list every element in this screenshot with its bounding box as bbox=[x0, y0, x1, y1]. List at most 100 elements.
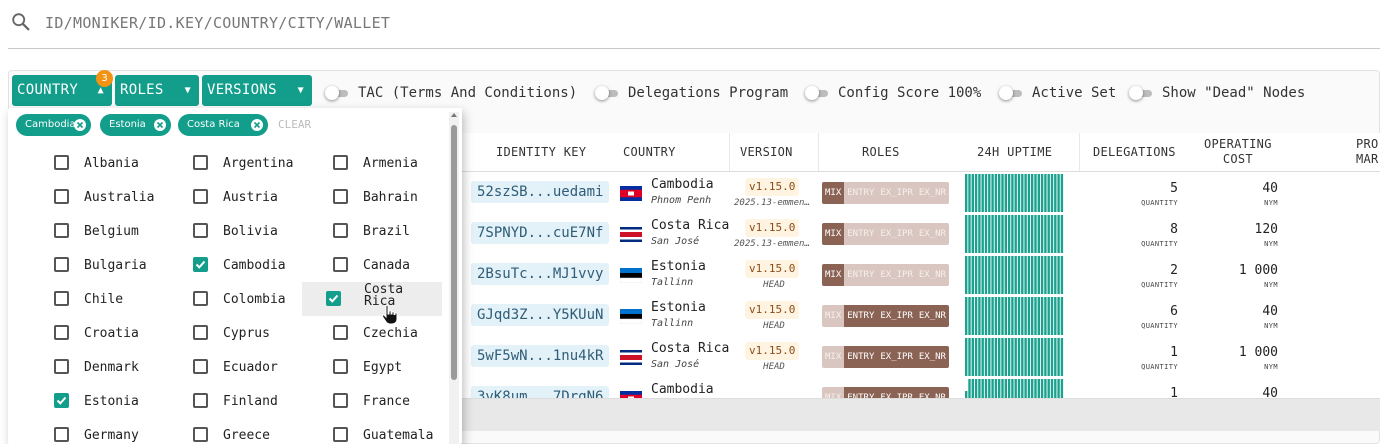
country-option-cyprus[interactable]: Cyprus bbox=[185, 316, 315, 350]
role-badge-ex_nr: EX_NR bbox=[915, 346, 949, 368]
country-filter-button[interactable]: COUNTRY ▲ bbox=[12, 75, 112, 106]
checkbox-icon[interactable] bbox=[333, 223, 348, 238]
identity-key[interactable]: 52szSB...uedami bbox=[471, 181, 610, 203]
horizontal-scrollbar[interactable] bbox=[462, 398, 1380, 431]
country-option-guatemala[interactable]: Guatemala bbox=[325, 418, 455, 444]
uptime-bar bbox=[1021, 379, 1024, 398]
checkbox-icon[interactable] bbox=[54, 427, 69, 442]
checkbox-icon[interactable] bbox=[54, 393, 69, 408]
checkbox-icon[interactable] bbox=[54, 155, 69, 170]
country-option-czechia[interactable]: Czechia bbox=[325, 316, 455, 350]
country-option-denmark[interactable]: Denmark bbox=[46, 350, 176, 384]
header-uptime[interactable]: 24H UPTIME bbox=[977, 144, 1053, 159]
checkbox-icon[interactable] bbox=[333, 257, 348, 272]
country-option-finland[interactable]: Finland bbox=[185, 384, 315, 418]
country-option-austria[interactable]: Austria bbox=[185, 180, 315, 214]
toggle-tac[interactable]: TAC (Terms And Conditions) bbox=[325, 84, 577, 102]
identity-key[interactable]: 2BsuTc...MJ1vvy bbox=[471, 263, 610, 285]
uptime-bar bbox=[1027, 297, 1031, 335]
dropdown-scrollbar-thumb[interactable] bbox=[451, 125, 457, 380]
checkbox-icon[interactable] bbox=[193, 325, 208, 340]
checkbox-icon[interactable] bbox=[333, 155, 348, 170]
option-label: Armenia bbox=[363, 156, 418, 171]
checkbox-icon[interactable] bbox=[54, 359, 69, 374]
checkbox-icon[interactable] bbox=[333, 189, 348, 204]
checkbox-icon[interactable] bbox=[333, 325, 348, 340]
country-option-albania[interactable]: Albania bbox=[46, 146, 176, 180]
city-name: San José bbox=[651, 236, 700, 247]
header-delegations[interactable]: DELEGATIONS bbox=[1079, 133, 1176, 171]
table-row[interactable]: 52szSB...uedami Cambodia Phnom Penh v1.15.0… bbox=[462, 173, 1380, 215]
close-circle-icon[interactable] bbox=[250, 118, 264, 132]
search-input[interactable] bbox=[43, 8, 947, 38]
checkbox-icon[interactable] bbox=[54, 223, 69, 238]
country-option-armenia[interactable]: Armenia bbox=[325, 146, 455, 180]
clear-button[interactable]: CLEAR bbox=[278, 118, 312, 131]
roles-filter-button[interactable]: ROLES ▼ bbox=[115, 75, 199, 106]
table-row[interactable]: GJqd3Z...Y5KUuN Estonia Tallinn v1.15.0 HEAD… bbox=[462, 296, 1380, 338]
checkbox-icon[interactable] bbox=[193, 393, 208, 408]
checkbox-icon[interactable] bbox=[54, 291, 69, 306]
uptime-bar bbox=[974, 297, 978, 335]
checkbox-icon[interactable] bbox=[54, 257, 69, 272]
checkbox-icon[interactable] bbox=[54, 189, 69, 204]
identity-key[interactable]: 5wF5wN...1nu4kR bbox=[471, 345, 610, 367]
country-option-bahrain[interactable]: Bahrain bbox=[325, 180, 455, 214]
country-option-chile[interactable]: Chile bbox=[46, 282, 176, 316]
checkbox-icon[interactable] bbox=[193, 427, 208, 442]
toggle-show-dead-nodes[interactable]: Show "Dead" Nodes bbox=[1129, 84, 1305, 102]
table-row[interactable]: 2BsuTc...MJ1vvy Estonia Tallinn v1.15.0 HEAD… bbox=[462, 255, 1380, 297]
identity-key[interactable]: 7SPNYD...cuE7Nf bbox=[471, 222, 610, 244]
checkbox-icon[interactable] bbox=[193, 223, 208, 238]
country-option-germany[interactable]: Germany bbox=[46, 418, 176, 444]
role-badge-mix: MIX bbox=[822, 346, 845, 368]
checkbox-icon[interactable] bbox=[193, 359, 208, 374]
checkbox-icon[interactable] bbox=[193, 155, 208, 170]
table-row[interactable]: 3vK8um...7DrqN6 Cambodia MIX ENTRY EX_IPR EX_… bbox=[462, 378, 1380, 398]
checkbox-icon[interactable] bbox=[326, 291, 341, 306]
country-option-belgium[interactable]: Belgium bbox=[46, 214, 176, 248]
checkbox-icon[interactable] bbox=[193, 257, 208, 272]
country-option-argentina[interactable]: Argentina bbox=[185, 146, 315, 180]
checkbox-icon[interactable] bbox=[333, 427, 348, 442]
toggle-config-score[interactable]: Config Score 100% bbox=[805, 84, 981, 102]
checkbox-icon[interactable] bbox=[193, 189, 208, 204]
table-row[interactable]: 7SPNYD...cuE7Nf Costa Rica San José v1.15.0… bbox=[462, 214, 1380, 256]
country-option-brazil[interactable]: Brazil bbox=[325, 214, 455, 248]
header-roles[interactable]: ROLES bbox=[818, 133, 900, 171]
header-profit-margin[interactable]: PRO MAR bbox=[1356, 133, 1379, 171]
country-option-ecuador[interactable]: Ecuador bbox=[185, 350, 315, 384]
country-option-france[interactable]: France bbox=[325, 384, 455, 418]
country-option-greece[interactable]: Greece bbox=[185, 418, 315, 444]
role-badge-entry: ENTRY bbox=[844, 346, 878, 368]
country-option-costa-rica[interactable]: Costa Rica bbox=[302, 282, 442, 316]
checkbox-icon[interactable] bbox=[54, 325, 69, 340]
checkbox-icon[interactable] bbox=[193, 291, 208, 306]
header-identity-key[interactable]: IDENTITY KEY bbox=[496, 144, 587, 159]
country-option-australia[interactable]: Australia bbox=[46, 180, 176, 214]
identity-key[interactable]: GJqd3Z...Y5KUuN bbox=[471, 304, 610, 326]
toggle-delegations-program[interactable]: Delegations Program bbox=[595, 84, 788, 102]
country-option-croatia[interactable]: Croatia bbox=[46, 316, 176, 350]
identity-key[interactable]: 3vK8um...7DrqN6 bbox=[471, 386, 610, 398]
country-option-bolivia[interactable]: Bolivia bbox=[185, 214, 315, 248]
country-option-cambodia[interactable]: Cambodia bbox=[185, 248, 315, 282]
header-version[interactable]: VERSION bbox=[729, 133, 793, 171]
uptime-bar bbox=[984, 174, 988, 212]
uptime-bar bbox=[981, 215, 984, 253]
checkbox-icon[interactable] bbox=[333, 359, 348, 374]
header-operating-cost[interactable]: OPERATING COST bbox=[1204, 133, 1272, 171]
country-option-bulgaria[interactable]: Bulgaria bbox=[46, 248, 176, 282]
country-option-colombia[interactable]: Colombia bbox=[185, 282, 315, 316]
scroll-up-arrow-icon[interactable] bbox=[451, 112, 457, 118]
header-country[interactable]: COUNTRY bbox=[623, 144, 676, 159]
country-option-estonia[interactable]: Estonia bbox=[46, 384, 176, 418]
country-option-canada[interactable]: Canada bbox=[325, 248, 455, 282]
toggle-active-set[interactable]: Active Set bbox=[999, 84, 1116, 102]
close-circle-icon[interactable] bbox=[153, 118, 167, 132]
close-circle-icon[interactable] bbox=[73, 118, 87, 132]
checkbox-icon[interactable] bbox=[333, 393, 348, 408]
versions-filter-button[interactable]: VERSIONS ▼ bbox=[202, 75, 312, 106]
country-option-egypt[interactable]: Egypt bbox=[325, 350, 455, 384]
table-row[interactable]: 5wF5wN...1nu4kR Costa Rica San José v1.15.0… bbox=[462, 337, 1380, 379]
